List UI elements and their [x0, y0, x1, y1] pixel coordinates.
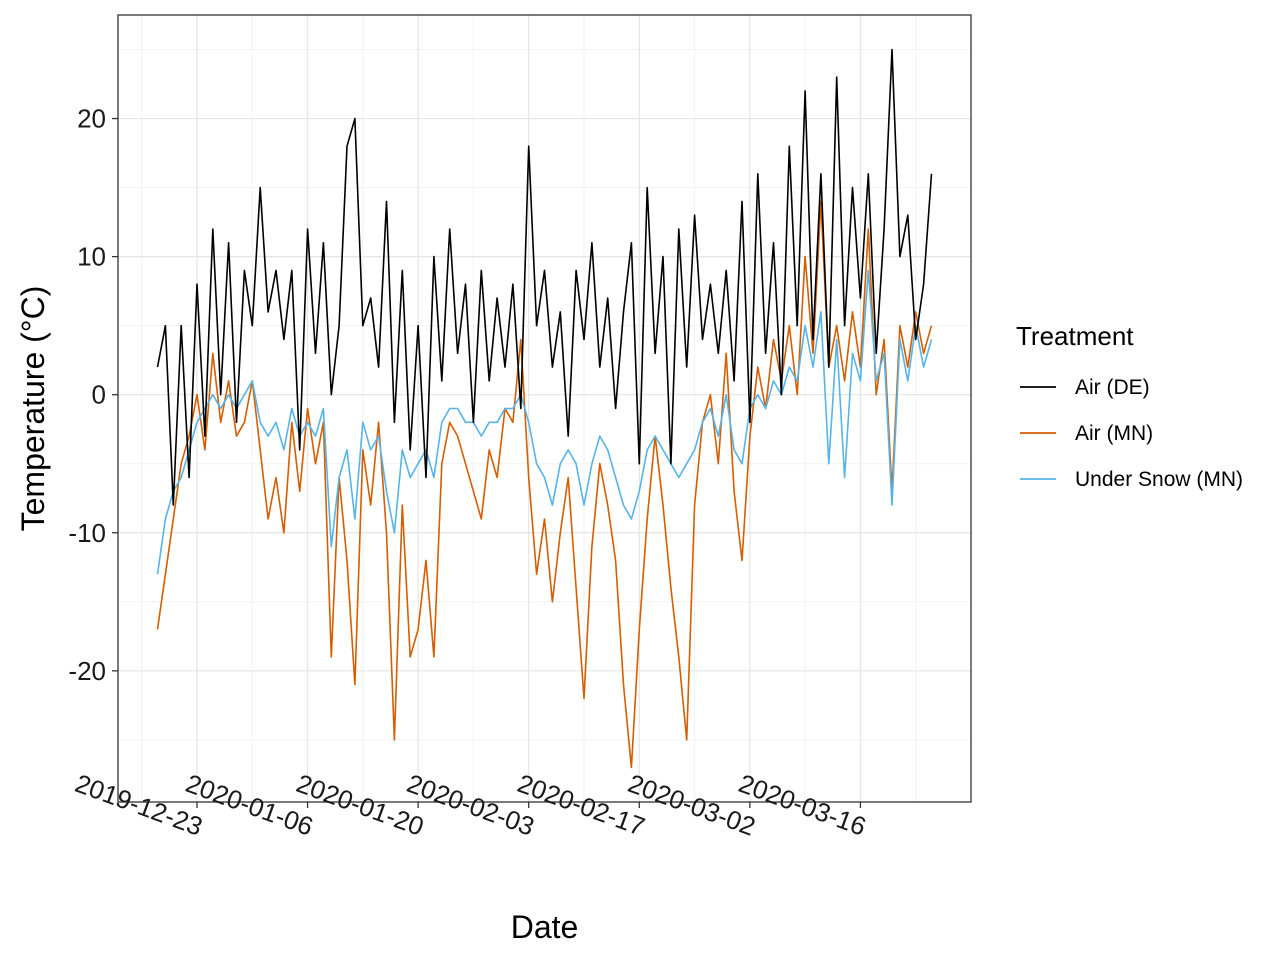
grid-layer: [118, 15, 971, 802]
y-tick-label: -10: [68, 518, 106, 548]
y-tick-label: 10: [77, 242, 106, 272]
legend-item: Under Snow (MN): [1020, 468, 1243, 491]
series-line-air-de: [156, 48, 933, 506]
legend-title: Treatment: [1016, 321, 1134, 351]
legend-label: Air (DE): [1075, 376, 1150, 399]
plot-border: [117, 14, 972, 803]
y-axis-title: Temperature (°C): [15, 286, 51, 532]
x-axis-title: Date: [511, 909, 579, 945]
y-tick-label: 0: [92, 380, 106, 410]
y-tick-label: 20: [77, 104, 106, 134]
legend-item: Air (DE): [1020, 376, 1150, 399]
y-tick-label: -20: [68, 656, 106, 686]
series-layer: [156, 48, 933, 769]
series-line-under-snow-mn: [156, 269, 933, 575]
legend-items: Air (DE) Air (MN) Under Snow (MN): [1020, 376, 1243, 491]
legend-label: Under Snow (MN): [1075, 468, 1243, 491]
legend-item: Air (MN): [1020, 422, 1153, 445]
legend: Treatment Air (DE) Air (MN) Under Snow (MN…: [1016, 321, 1243, 491]
legend-label: Air (MN): [1075, 422, 1153, 445]
plot-panel: [118, 15, 971, 802]
series-line-air-mn: [156, 200, 933, 769]
